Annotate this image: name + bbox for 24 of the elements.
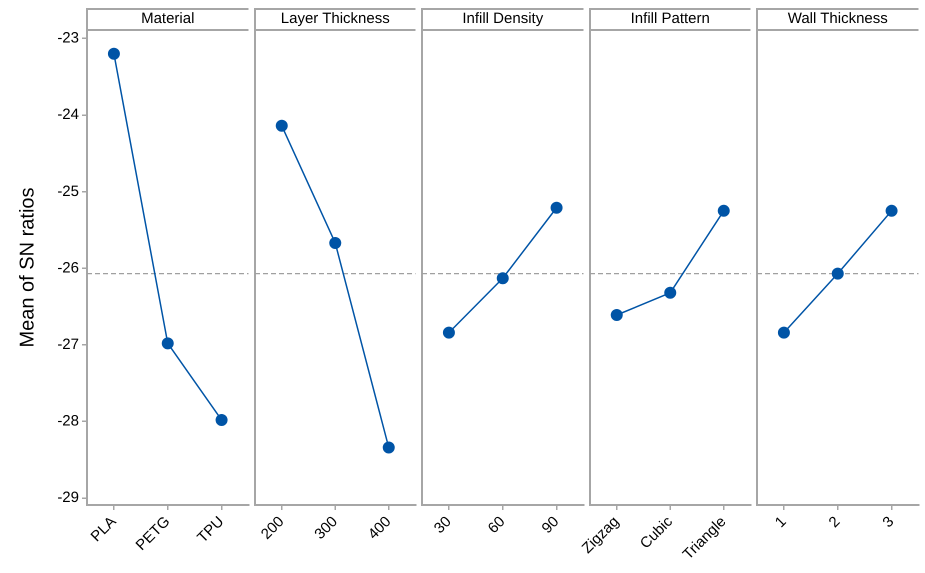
x-tick-label: 1 bbox=[772, 513, 790, 532]
y-tick-label: -23 bbox=[57, 30, 79, 47]
y-tick-label: -27 bbox=[57, 336, 79, 354]
chart-title: Infill Pattern bbox=[630, 10, 710, 28]
y-tick-label: -29 bbox=[57, 489, 79, 506]
y-tick-label: -28 bbox=[57, 412, 79, 430]
x-tick-label: 30 bbox=[430, 513, 455, 537]
y-tick-label: -24 bbox=[57, 106, 79, 124]
y-axis-title: Mean of SN ratios bbox=[16, 187, 39, 348]
x-tick-label: 300 bbox=[311, 513, 342, 543]
x-tick-label: 2 bbox=[826, 513, 844, 532]
y-tick-label: -26 bbox=[57, 259, 79, 276]
chart-title: Wall Thickness bbox=[788, 10, 888, 28]
x-tick-label: 60 bbox=[484, 513, 509, 537]
x-tick-label: 400 bbox=[364, 513, 395, 543]
x-tick-label: 3 bbox=[879, 513, 898, 532]
x-tick-label: 200 bbox=[258, 513, 288, 543]
x-tick-label: PLA bbox=[88, 513, 120, 546]
x-tick-label: 90 bbox=[538, 513, 562, 537]
chart-title: Infill Density bbox=[462, 10, 544, 28]
y-tick-label: -25 bbox=[57, 182, 79, 200]
x-tick-label: TPU bbox=[194, 513, 228, 546]
chart-title: Material bbox=[141, 10, 194, 28]
chart-title: Layer Thickness bbox=[280, 10, 390, 28]
